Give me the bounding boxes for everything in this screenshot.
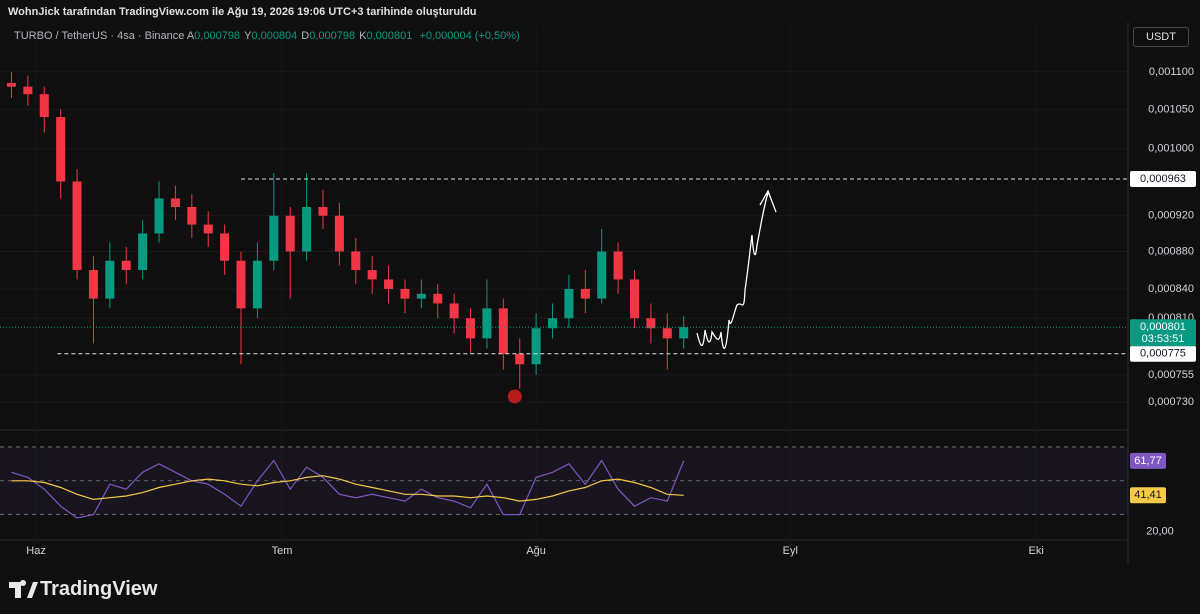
change: +0,000004 (+0,50%) [419,30,520,42]
y-tick-label: 0,000840 [1148,283,1194,295]
candle-body [252,260,262,309]
candle-body [318,207,328,216]
ohlc-value: 0,000801 [366,30,413,42]
ohlc-value: 0,000804 [251,30,298,42]
candle-body [302,207,312,252]
symbol: TURBO / TetherUS · 4sa · Binance [14,30,185,42]
candle-body [72,181,82,271]
candle-body [154,198,164,234]
candle-body [187,207,197,225]
value-label: 41,41 [1134,489,1162,501]
value-label: 61,77 [1134,455,1162,467]
legend: TURBO / TetherUS · 4sa · Binance A0,0007… [14,30,524,42]
candle-body [351,251,361,271]
y-tick-label: 20,00 [1146,525,1174,537]
candle-body [56,117,66,182]
x-tick-label: Ağu [526,545,546,557]
candle-body [515,353,525,365]
candle-body [466,318,476,339]
candle-body [203,224,213,234]
price-label: 0,000963 [1140,173,1186,185]
candle-body [629,279,640,319]
candle-body [613,251,623,280]
value-box [1130,487,1166,504]
candle-body [498,308,508,354]
candle-body [433,293,443,304]
currency-button[interactable]: USDT [1133,27,1189,47]
x-tick-label: Tem [272,545,293,557]
candle-body [531,328,541,365]
ohlc-key: K [359,30,367,42]
candle-body [548,318,558,329]
candle-body [384,279,394,289]
value-box [1130,452,1166,469]
candle-body [482,308,492,339]
y-tick-label: 0,000755 [1148,369,1194,381]
countdown: 03:53:51 [1142,333,1185,345]
candle-body [580,288,590,299]
candle-body [564,288,574,319]
price-label-box [1130,345,1196,362]
y-tick-label: 0,000880 [1148,245,1194,257]
last-price-label: 0,000801 [1140,321,1186,333]
rsi-band [0,446,1128,515]
last-price-box [1130,319,1196,347]
y-tick-label: 0,001050 [1148,103,1194,115]
plot-layer: 0,001100 0,001050 0,001000 0,000920 0,000880… [0,25,1196,557]
y-tick-label: 0,000730 [1148,396,1194,408]
brand: TradingView [40,578,158,600]
candle-body [416,293,426,299]
ohlc-key: D [301,30,310,42]
marker [507,389,522,404]
candle-body [679,327,689,339]
candle-body [6,82,16,87]
ohlc: A0,000798 Y0,000804 D0,000798 K0,000801 [187,30,417,42]
ohlc-value: 0,000798 [194,30,241,42]
x-tick-label: Eki [1029,545,1044,557]
candle-body [236,260,246,309]
y-tick-label: 0,001100 [1149,66,1194,78]
ohlc-value: 0,000798 [309,30,356,42]
y-tick-label: 0,001000 [1148,143,1194,155]
x-tick-label: Haz [26,545,46,557]
ohlc-key: Y [244,30,252,42]
candle-body [285,215,295,252]
rsi-line [11,459,685,519]
price-label-box [1130,170,1196,187]
candle-body [269,215,279,261]
drawn-arrow [696,189,777,349]
candle-body [39,94,49,118]
candle-body [367,270,377,280]
x-tick-label: Eyl [783,545,798,557]
ohlc-key: A [186,30,195,42]
candle-body [662,328,672,339]
candle-body [220,233,230,261]
candle-body [449,303,459,319]
main-pane [0,25,1128,430]
candle-body [138,233,148,271]
logo-shape [9,580,38,598]
candle-body [88,270,98,299]
candle-body [170,198,180,208]
candle-body [23,86,33,95]
price-label: 0,000775 [1140,348,1186,360]
rsi-line [11,475,684,502]
candle-body [121,260,131,271]
candle-body [597,251,607,299]
candle-body [105,260,115,299]
y-tick-label: 0,000920 [1148,210,1194,222]
candle-body [646,318,656,329]
candle-body [400,288,410,299]
header: WohnJick tarafından TradingView.com ile … [8,6,477,18]
brand-logo [9,580,38,598]
candle-body [334,215,344,252]
